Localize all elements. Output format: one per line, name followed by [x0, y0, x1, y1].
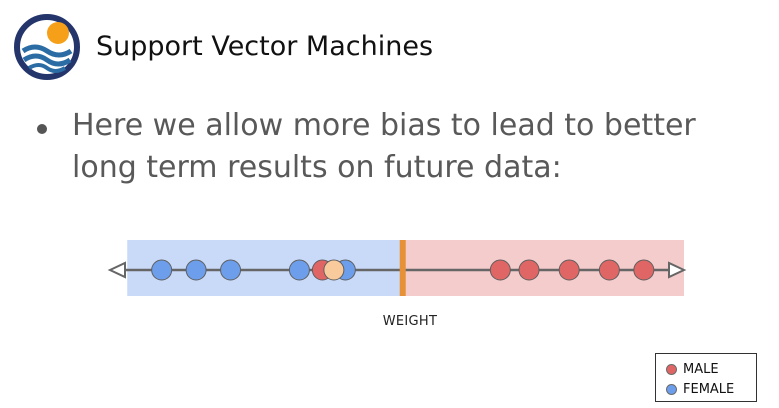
male-swatch	[666, 364, 677, 375]
bullet-marker	[37, 124, 47, 134]
female-swatch	[666, 384, 677, 395]
axis-label: WEIGHT	[382, 314, 438, 329]
legend-label-female: FEMALE	[683, 382, 735, 397]
female-point	[220, 259, 242, 281]
male-point	[558, 259, 580, 281]
threshold-line	[399, 240, 406, 296]
highlight-point	[323, 259, 345, 281]
female-point	[288, 259, 310, 281]
bullet-text: Here we allow more bias to lead to bette…	[72, 108, 696, 185]
logo-icon	[14, 14, 80, 80]
slide-title: Support Vector Machines	[96, 31, 434, 62]
legend-item-female: FEMALE	[666, 382, 734, 397]
legend: MALE FEMALE	[655, 353, 757, 402]
female-point	[151, 259, 173, 281]
female-region	[127, 240, 403, 296]
legend-label-male: MALE	[683, 362, 719, 377]
legend-item-male: MALE	[666, 362, 719, 377]
male-point	[518, 259, 540, 281]
male-point	[633, 259, 655, 281]
axis-arrow-right-icon	[668, 261, 687, 279]
female-point	[185, 259, 207, 281]
axis-arrow-left-icon	[107, 261, 126, 279]
male-point	[598, 259, 620, 281]
male-point	[489, 259, 511, 281]
